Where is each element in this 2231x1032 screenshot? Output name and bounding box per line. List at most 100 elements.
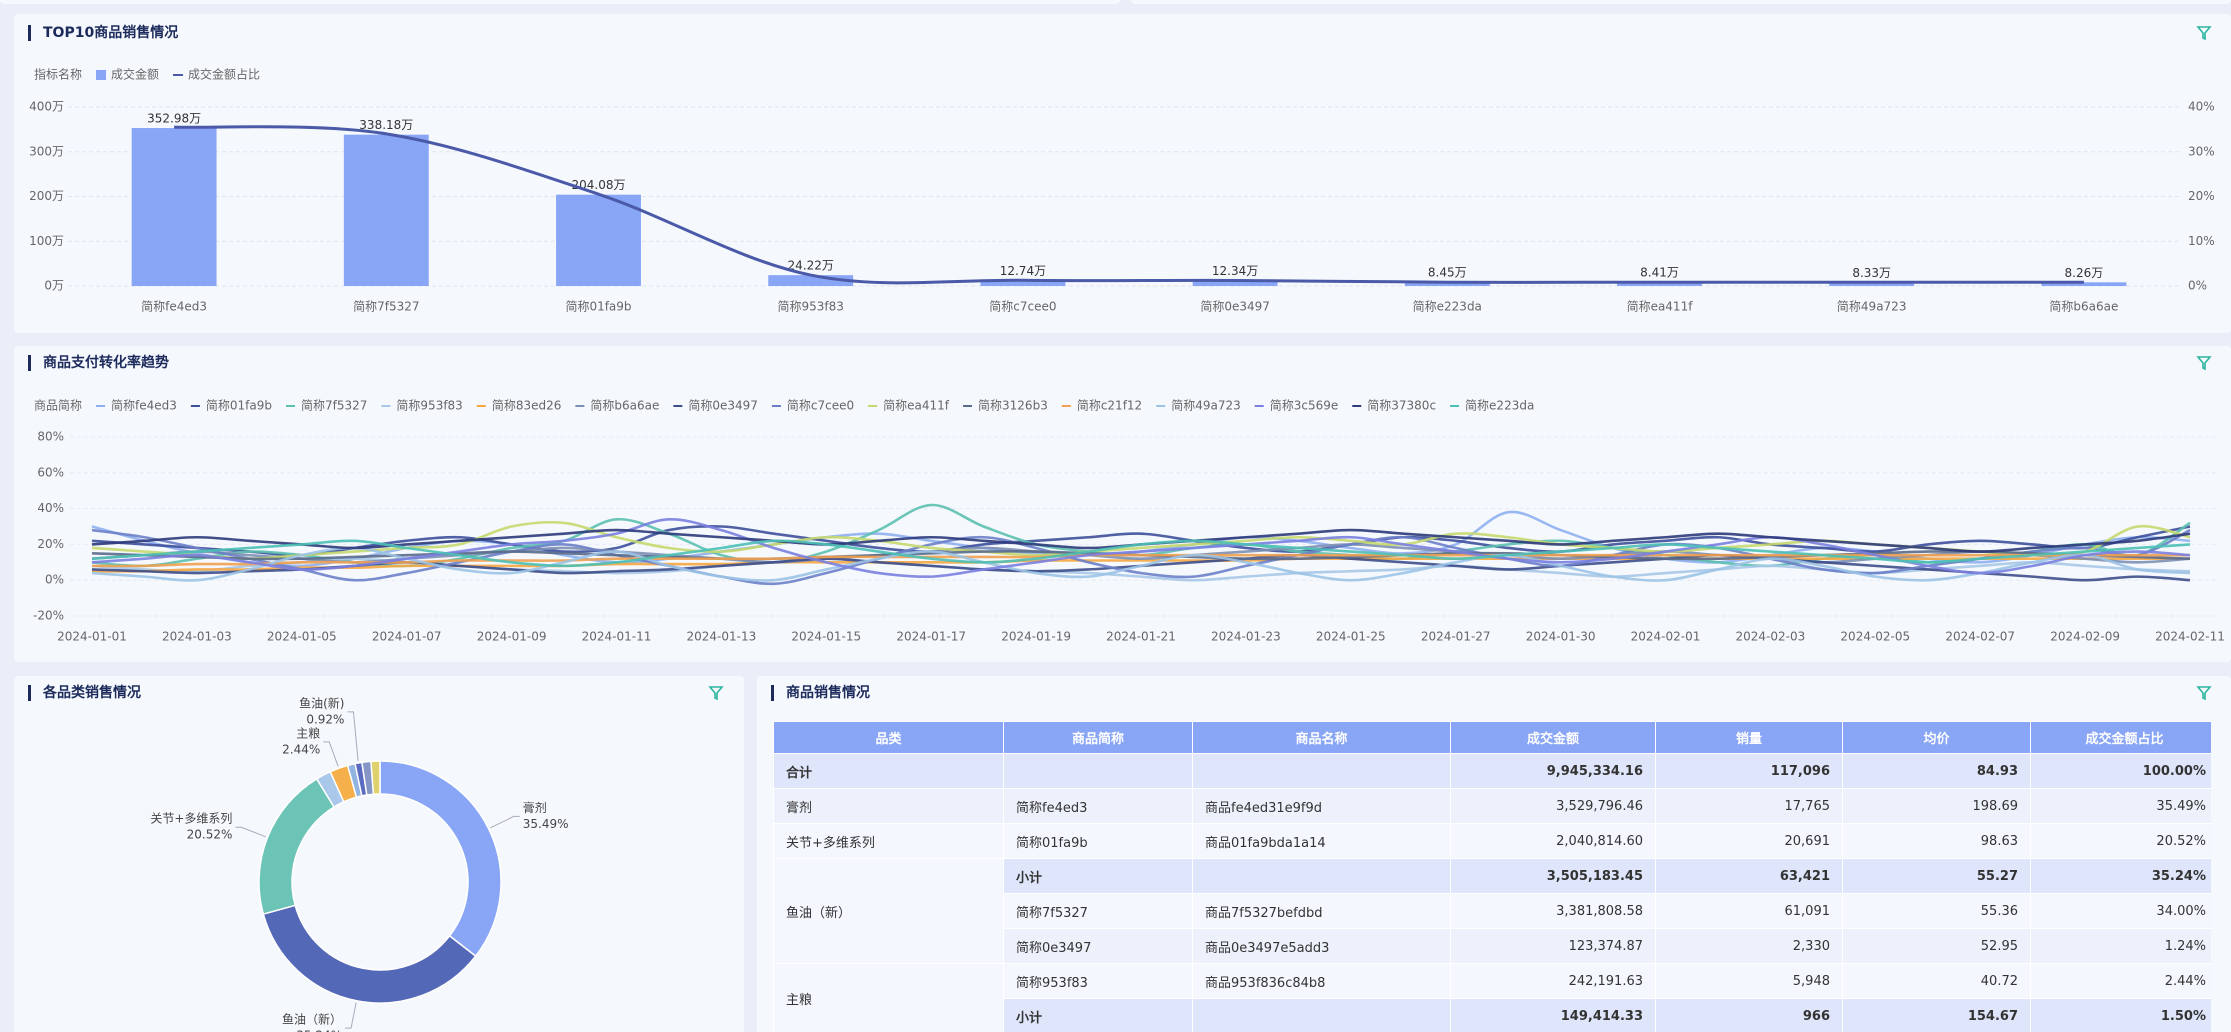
y2-tick-label: 10%	[2188, 234, 2215, 248]
bar	[131, 128, 217, 286]
table-row: 关节+多维系列 简称01fa9b 商品01fa9bda1a14 2,040,814.6…	[773, 823, 2211, 859]
table-cell: 3,505,183.45	[1450, 858, 1656, 894]
data-label: 204.08万	[572, 178, 626, 192]
table-row: 合计 9,945,334.16 117,096 84.93 100.00%	[773, 753, 2211, 789]
table-cell: 123,374.87	[1450, 928, 1656, 964]
table-row: 鱼油（新） 小计 3,505,183.45 63,421 55.27 35.24%	[773, 858, 2211, 964]
table-cell: 简称7f5327	[1003, 893, 1193, 929]
legend-swatch	[96, 70, 107, 80]
y-tick-label: 300万	[29, 144, 64, 158]
x-tick-label: 2024-01-07	[372, 630, 442, 644]
table-cell: 合计	[773, 753, 1004, 789]
bar	[768, 275, 854, 286]
legend-label: 简称ea411f	[883, 399, 950, 413]
leader-line	[235, 826, 266, 838]
table-cell: 17,765	[1655, 788, 1843, 824]
x-tick-label: 2024-02-09	[2050, 630, 2120, 644]
table-cell: 242,191.63	[1450, 963, 1656, 999]
panel	[14, 676, 744, 1032]
panel-title: 商品支付转化率趋势	[43, 354, 169, 371]
column-header: 成交金额	[1450, 721, 1656, 754]
bar	[1617, 282, 1702, 286]
panel-stub	[1131, 0, 2231, 4]
table-cell: 膏剂	[773, 788, 1004, 824]
panel	[14, 346, 2231, 662]
table-cell: 商品953f836c84b8	[1192, 963, 1451, 999]
leader-line	[345, 1002, 357, 1029]
title-marker	[28, 685, 31, 701]
table-cell: 1.24%	[2030, 928, 2211, 964]
pie-value-label: 35.24%	[296, 1029, 342, 1032]
data-label: 24.22万	[788, 259, 834, 273]
table-cell: 简称fe4ed3	[1003, 788, 1193, 824]
leader-line	[490, 815, 520, 829]
x-tick-label: 2024-01-05	[267, 630, 337, 644]
table-cell: 商品fe4ed31e9f9d	[1192, 788, 1451, 824]
table-cell: 84.93	[1842, 753, 2031, 789]
x-tick-label: 2024-02-01	[1631, 630, 1701, 644]
y2-tick-label: 0%	[2188, 279, 2207, 293]
table-cell: 商品0e3497e5add3	[1192, 928, 1451, 964]
table-cell: 35.49%	[2030, 788, 2211, 824]
data-label: 352.98万	[147, 112, 201, 126]
x-tick-label: 2024-02-11	[2155, 630, 2225, 644]
filter-icon[interactable]	[2196, 686, 2212, 701]
pie-value-label: 0.92%	[306, 712, 344, 726]
table-cell: 商品7f5327befdbd	[1192, 893, 1451, 929]
table-cell: 小计	[1003, 998, 1193, 1032]
bar	[2041, 282, 2127, 286]
table-row: 简称7f5327 商品7f5327befdbd 3,381,808.58 61,091…	[774, 893, 2211, 929]
empty-cell	[1192, 998, 1451, 1032]
legend-title: 商品简称	[34, 398, 82, 413]
table-cell: 5,948	[1655, 963, 1843, 999]
y-tick-label: 100万	[29, 234, 64, 248]
x-tick-label: 简称e223da	[1413, 300, 1482, 314]
data-label: 12.74万	[1000, 264, 1046, 278]
column-header: 成交金额占比	[2030, 721, 2211, 754]
table-cell: 52.95	[1842, 928, 2031, 964]
line	[91, 543, 2191, 564]
table-cell: 2,040,814.60	[1450, 823, 1656, 859]
x-tick-label: 2024-01-21	[1106, 630, 1176, 644]
bar	[343, 134, 429, 286]
panel-title: TOP10商品销售情况	[43, 24, 178, 41]
x-tick-label: 2024-01-15	[791, 630, 861, 644]
column-header: 销量	[1655, 721, 1843, 754]
line	[91, 525, 2191, 557]
pie-label: 鱼油（新）	[282, 1012, 342, 1027]
bar	[1829, 282, 1915, 286]
title-marker	[771, 685, 774, 701]
x-tick-label: 简称01fa9b	[565, 300, 631, 314]
legend-label: 简称c7cee0	[787, 399, 854, 413]
x-tick-label: 2024-01-23	[1211, 630, 1281, 644]
leader-line	[323, 741, 339, 767]
table-cell: 40.72	[1842, 963, 2031, 999]
legend-label: 简称49a723	[1171, 399, 1241, 413]
table-cell: 鱼油（新）	[773, 858, 1004, 964]
table-cell: 小计	[1003, 858, 1193, 894]
title-marker	[28, 25, 31, 41]
legend-label: 简称953f83	[396, 399, 462, 413]
filter-icon[interactable]	[708, 686, 724, 701]
table-cell: 简称0e3497	[1003, 928, 1193, 964]
bar	[980, 280, 1066, 286]
legend-label: 简称3c569e	[1270, 399, 1339, 413]
title-marker	[28, 355, 31, 371]
line	[91, 546, 2191, 582]
x-tick-label: 简称49a723	[1837, 300, 1907, 314]
filter-icon[interactable]	[2196, 26, 2212, 41]
x-tick-label: 简称b6a6ae	[2049, 300, 2118, 314]
y2-tick-label: 40%	[2188, 100, 2215, 114]
pie-slice	[370, 760, 381, 796]
x-tick-label: 简称c7cee0	[989, 300, 1056, 314]
table-cell: 20.52%	[2030, 823, 2211, 859]
table-cell: 117,096	[1655, 753, 1843, 789]
pie-label: 膏剂	[523, 800, 547, 815]
filter-icons	[708, 26, 2212, 701]
empty-cell	[1192, 858, 1451, 894]
table-cell: 简称953f83	[1003, 963, 1193, 999]
pie-label: 鱼油(新)	[299, 695, 344, 710]
y-tick-label: 60%	[37, 465, 64, 479]
bar	[1404, 282, 1490, 286]
filter-icon[interactable]	[2196, 356, 2212, 371]
